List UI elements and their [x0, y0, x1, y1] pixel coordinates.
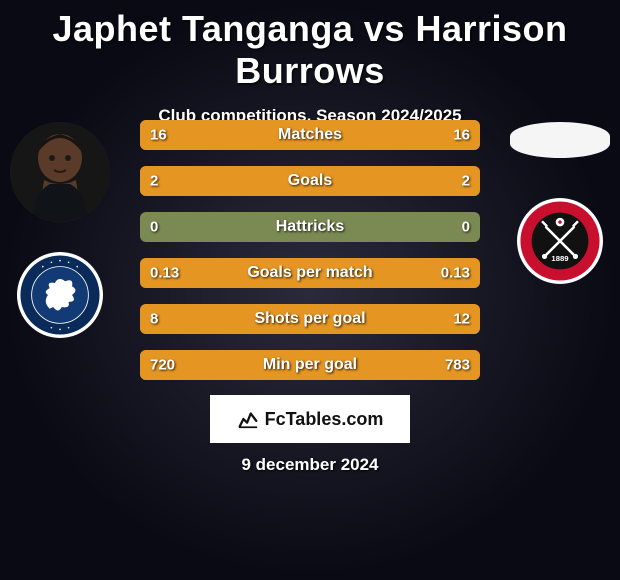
comparison-bars: 1616Matches 22Goals 00Hattricks 0.130.13Goa… [140, 120, 480, 396]
stat-bar: 812Shots per goal [140, 304, 480, 334]
date-text: 9 december 2024 [0, 455, 620, 475]
club-right-badge: 1889 [517, 198, 603, 284]
bar-label: Goals [140, 172, 480, 190]
sheffield-utd-badge-icon: 1889 [517, 198, 603, 284]
player-right-photo [510, 122, 610, 158]
stat-bar: 00Hattricks [140, 212, 480, 242]
stat-bar: 1616Matches [140, 120, 480, 150]
svg-text:1889: 1889 [551, 254, 569, 263]
club-left-badge [17, 252, 103, 338]
bar-label: Goals per match [140, 264, 480, 282]
bar-label: Shots per goal [140, 310, 480, 328]
stat-bar: 22Goals [140, 166, 480, 196]
fctables-logo-icon [237, 408, 259, 430]
left-player-column [0, 110, 120, 338]
stat-bar: 720783Min per goal [140, 350, 480, 380]
right-player-column: 1889 [500, 110, 620, 284]
page-title: Japhet Tanganga vs Harrison Burrows [0, 0, 620, 92]
player-left-photo [10, 122, 110, 222]
brand-text: FcTables.com [265, 409, 384, 430]
stat-bar: 0.130.13Goals per match [140, 258, 480, 288]
bar-label: Hattricks [140, 218, 480, 236]
brand-box: FcTables.com [210, 395, 410, 443]
millwall-badge-icon [17, 252, 103, 338]
player-left-face-icon [10, 122, 110, 222]
bar-label: Matches [140, 126, 480, 144]
bar-label: Min per goal [140, 356, 480, 374]
